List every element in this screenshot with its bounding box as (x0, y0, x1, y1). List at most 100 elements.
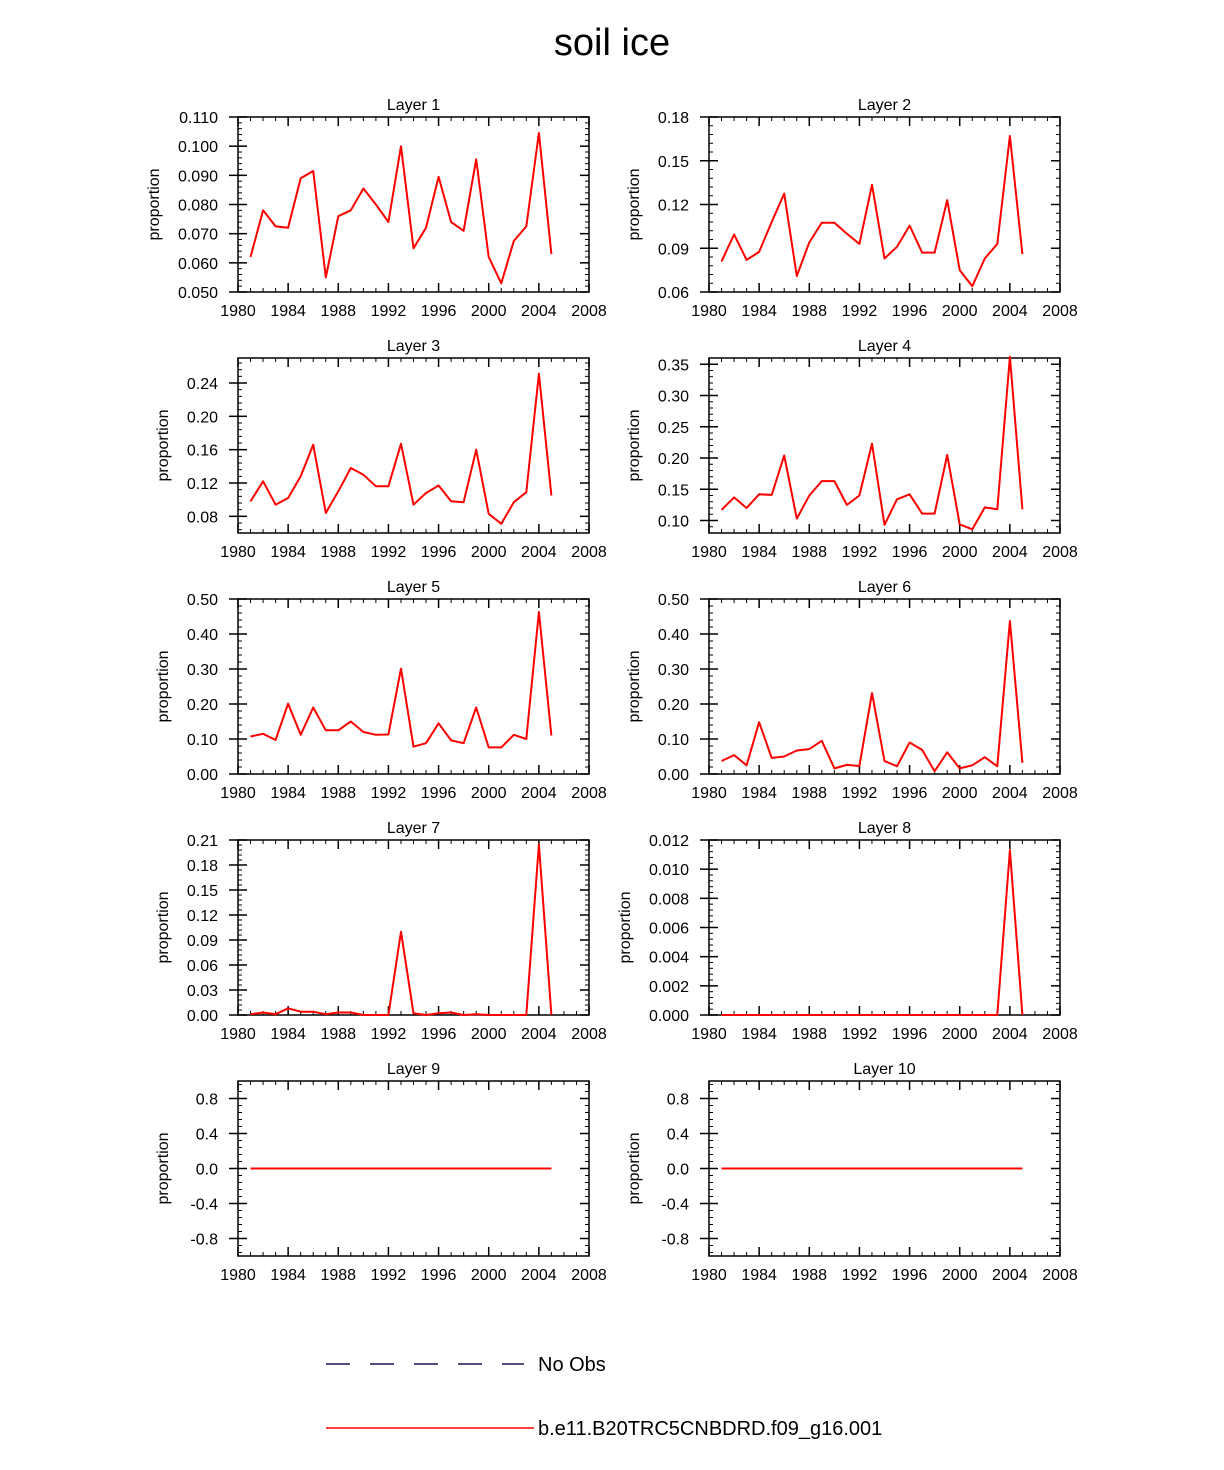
x-tick-label: 1992 (371, 1026, 407, 1043)
y-tick-label: 0.30 (658, 389, 689, 406)
x-tick-label: 1980 (691, 544, 727, 561)
x-tick-label: 1980 (220, 1026, 256, 1043)
x-tick-label: 2004 (992, 1026, 1028, 1043)
y-axis-label: proportion (155, 1132, 172, 1204)
y-tick-label: 0.060 (178, 256, 218, 273)
x-tick-label: 2004 (992, 303, 1028, 320)
x-tick-label: 1980 (220, 785, 256, 802)
x-tick-label: 2000 (471, 1267, 507, 1284)
series-line (721, 849, 1024, 1016)
y-axis-label: proportion (155, 891, 172, 963)
y-tick-label: 0.08 (187, 509, 218, 526)
x-tick-label: 2008 (1042, 303, 1078, 320)
panel-layer-1: Layer 1 1980 1984 1988 1992 1996 2000 2004 2008 0… (146, 97, 607, 320)
x-tick-label: 1988 (320, 785, 356, 802)
y-tick-label: 0.20 (658, 697, 689, 714)
x-tick-label: 1992 (842, 1026, 878, 1043)
x-tick-label: 1980 (691, 1267, 727, 1284)
x-tick-label: 1984 (741, 1267, 777, 1284)
y-tick-label: 0.010 (649, 862, 689, 879)
y-tick-label: 0.12 (658, 198, 689, 215)
x-tick-label: 2008 (571, 1026, 607, 1043)
panel-layer-10: Layer 10 1980 1984 1988 1992 1996 2000 2004 2008… (626, 1061, 1078, 1284)
y-tick-label: 0.12 (187, 476, 218, 493)
x-tick-label: 2008 (1042, 785, 1078, 802)
series-line (249, 372, 553, 525)
x-tick-label: 1996 (421, 303, 457, 320)
y-tick-label: 0.00 (187, 1008, 218, 1025)
x-tick-label: 2000 (471, 544, 507, 561)
x-tick-label: 2004 (521, 1026, 557, 1043)
y-tick-label: 0.10 (187, 732, 218, 749)
y-tick-label: 0.15 (658, 154, 689, 171)
x-tick-label: 2000 (471, 1026, 507, 1043)
y-tick-label: -0.4 (661, 1197, 689, 1214)
x-tick-label: 1980 (691, 303, 727, 320)
y-tick-label: 0.12 (187, 908, 218, 925)
series-line (721, 620, 1024, 773)
panel-title: Layer 2 (858, 97, 911, 114)
x-tick-label: 1980 (220, 303, 256, 320)
x-tick-label: 1992 (371, 785, 407, 802)
y-tick-label: 0.00 (187, 767, 218, 784)
y-tick-label: 0.09 (658, 241, 689, 258)
y-tick-label: 0.50 (658, 592, 689, 609)
x-tick-label: 1992 (842, 544, 878, 561)
panel-layer-5: Layer 5 1980 1984 1988 1992 1996 2000 2004 2008 0… (155, 579, 607, 802)
plot-frame (237, 357, 590, 534)
y-tick-label: 0.40 (187, 627, 218, 644)
x-tick-label: 1984 (741, 303, 777, 320)
y-tick-label: -0.4 (190, 1197, 218, 1214)
x-tick-label: 1996 (892, 785, 928, 802)
x-tick-label: 1988 (791, 785, 827, 802)
y-tick-label: 0.20 (187, 409, 218, 426)
y-tick-label: 0.002 (649, 979, 689, 996)
x-tick-label: 2008 (571, 544, 607, 561)
y-axis-label: proportion (155, 409, 172, 481)
x-tick-label: 1996 (421, 1026, 457, 1043)
legend: No Obs b.e11.B20TRC5CNBDRD.f09_g16.001 (326, 1354, 882, 1440)
x-tick-label: 2000 (471, 785, 507, 802)
y-axis-label: proportion (626, 1132, 643, 1204)
x-tick-label: 2004 (521, 544, 557, 561)
x-tick-label: 1996 (892, 303, 928, 320)
y-tick-label: 0.09 (187, 933, 218, 950)
y-tick-label: 0.18 (658, 110, 689, 127)
panel-title: Layer 8 (858, 820, 911, 837)
y-tick-label: 0.000 (649, 1008, 689, 1025)
plot-frame (237, 598, 590, 775)
x-tick-label: 1992 (842, 1267, 878, 1284)
series-line (250, 843, 553, 1016)
x-tick-label: 2004 (521, 303, 557, 320)
panel-title: Layer 4 (858, 338, 911, 355)
x-tick-label: 1980 (691, 1026, 727, 1043)
y-axis-label: proportion (155, 650, 172, 722)
y-tick-label: 0.012 (649, 833, 689, 850)
panel-layer-2: Layer 2 1980 1984 1988 1992 1996 2000 2004 2008 0… (626, 97, 1078, 320)
panel-grid: Layer 1 1980 1984 1988 1992 1996 2000 2004 2008 0… (146, 97, 1078, 1284)
series-line (249, 132, 553, 285)
series-line (720, 355, 1024, 531)
x-tick-label: 1988 (320, 1267, 356, 1284)
y-tick-label: 0.004 (649, 950, 689, 967)
x-tick-label: 1988 (791, 1026, 827, 1043)
x-tick-label: 1988 (320, 1026, 356, 1043)
x-tick-label: 1996 (421, 544, 457, 561)
y-tick-label: 0.4 (667, 1127, 689, 1144)
x-tick-label: 1988 (791, 303, 827, 320)
y-tick-label: 0.0 (667, 1162, 689, 1179)
x-tick-label: 1992 (371, 544, 407, 561)
legend-no-obs-label: No Obs (538, 1354, 606, 1376)
y-tick-label: 0.03 (187, 983, 218, 1000)
x-tick-label: 2004 (521, 1267, 557, 1284)
y-tick-label: 0.21 (187, 833, 218, 850)
x-tick-label: 1984 (741, 785, 777, 802)
x-tick-label: 2000 (942, 303, 978, 320)
y-tick-label: 0.15 (658, 482, 689, 499)
series-line (250, 611, 553, 749)
panel-layer-3: Layer 3 1980 1984 1988 1992 1996 2000 2004 2008 0… (155, 338, 607, 561)
y-tick-label: 0.0 (196, 1162, 218, 1179)
y-axis-label: proportion (626, 650, 643, 722)
series-line (720, 135, 1024, 288)
x-tick-label: 2004 (992, 544, 1028, 561)
